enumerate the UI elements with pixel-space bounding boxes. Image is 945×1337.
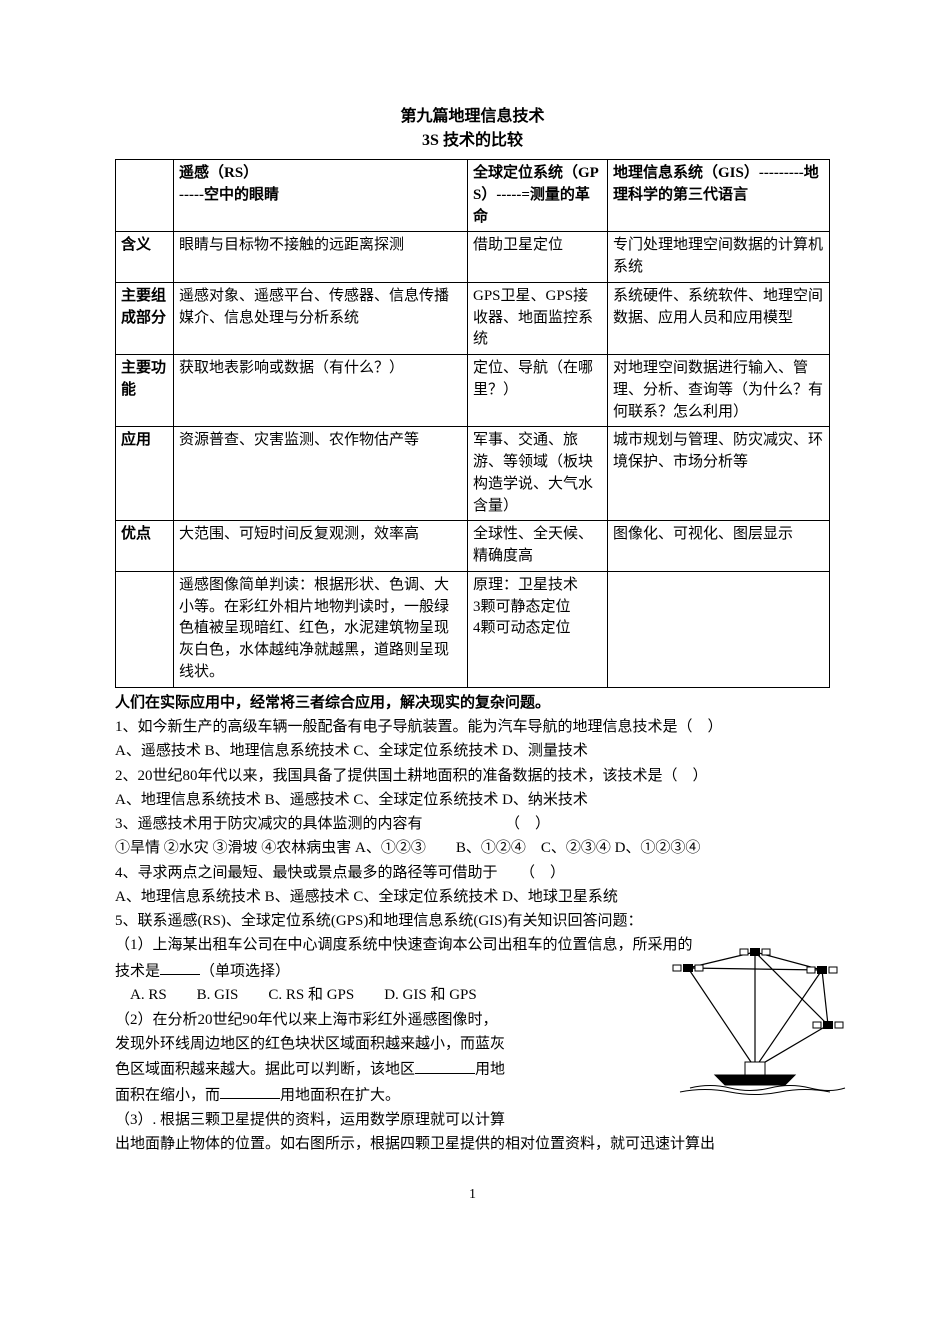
question-5: 5、联系遥感(RS)、全球定位系统(GPS)和地理信息系统(GIS)有关知识回答… bbox=[115, 910, 830, 1156]
cell-gps: 借助卫星定位 bbox=[468, 232, 608, 283]
question-1-options: A、遥感技术 B、地理信息系统技术 C、全球定位系统技术 D、测量技术 bbox=[115, 740, 830, 763]
comparison-table: 遥感（RS）-----空中的眼睛 全球定位系统（GPS）-----=测量的革命 … bbox=[115, 159, 830, 688]
table-header-row: 遥感（RS）-----空中的眼睛 全球定位系统（GPS）-----=测量的革命 … bbox=[116, 160, 830, 232]
question-5-intro: 5、联系遥感(RS)、全球定位系统(GPS)和地理信息系统(GIS)有关知识回答… bbox=[115, 910, 830, 933]
document-title: 第九篇地理信息技术 3S 技术的比较 bbox=[115, 105, 830, 153]
question-5-3a: （3）. 根据三颗卫星提供的资料，运用数学原理就可以计算 bbox=[115, 1109, 830, 1132]
cell-rs: 资源普查、灾害监测、农作物估产等 bbox=[174, 427, 468, 521]
row-label: 主要功能 bbox=[116, 355, 174, 427]
summary-line: 人们在实际应用中，经常将三者综合应用，解决现实的复杂问题。 bbox=[115, 692, 830, 715]
cell-gis: 城市规划与管理、防灾减灾、环境保护、市场分析等 bbox=[608, 427, 830, 521]
title-sub: 3S 技术的比较 bbox=[115, 129, 830, 153]
q5-1b-post: （单项选择） bbox=[200, 963, 290, 979]
cell-rs: 眼睛与目标物不接触的远距离探测 bbox=[174, 232, 468, 283]
table-row: 主要功能 获取地表影响或数据（有什么？） 定位、导航（在哪里？） 对地理空间数据… bbox=[116, 355, 830, 427]
fill-blank[interactable] bbox=[415, 1057, 475, 1074]
fill-blank[interactable] bbox=[160, 959, 200, 976]
cell-gps: 原理：卫星技术3颗可静态定位4颗可动态定位 bbox=[468, 571, 608, 687]
q5-2d-post: 用地面积在扩大。 bbox=[280, 1087, 400, 1103]
table-row: 应用 资源普查、灾害监测、农作物估产等 军事、交通、旅游、等领域（板块构造学说、… bbox=[116, 427, 830, 521]
cell-rs: 遥感对象、遥感平台、传感器、信息传播媒介、信息处理与分析系统 bbox=[174, 282, 468, 354]
q5-2c-pre: 色区域面积越来越大。据此可以判断，该地区 bbox=[115, 1062, 415, 1078]
question-4-options: A、地理信息系统技术 B、遥感技术 C、全球定位系统技术 D、地球卫星系统 bbox=[115, 886, 830, 909]
cell-rs: 遥感图像简单判读：根据形状、色调、大小等。在彩红外相片地物判读时，一般绿色植被呈… bbox=[174, 571, 468, 687]
row-label: 优点 bbox=[116, 521, 174, 572]
question-4-stem: 4、寻求两点之间最短、最快或景点最多的路径等可借助于 （ ） bbox=[115, 862, 830, 885]
question-3-stem: 3、遥感技术用于防灾减灾的具体监测的内容有 （ ） bbox=[115, 813, 830, 836]
question-2-options: A、地理信息系统技术 B、遥感技术 C、全球定位系统技术 D、纳米技术 bbox=[115, 789, 830, 812]
row-label bbox=[116, 571, 174, 687]
cell-gps: 定位、导航（在哪里？） bbox=[468, 355, 608, 427]
cell-rs: 获取地表影响或数据（有什么？） bbox=[174, 355, 468, 427]
header-gps: 全球定位系统（GPS）-----=测量的革命 bbox=[468, 160, 608, 232]
page-number: 1 bbox=[115, 1184, 830, 1205]
header-rs: 遥感（RS）-----空中的眼睛 bbox=[174, 160, 468, 232]
header-empty bbox=[116, 160, 174, 232]
satellite-diagram-icon bbox=[660, 940, 850, 1095]
q5-2c-post: 用地 bbox=[475, 1062, 505, 1078]
cell-gis bbox=[608, 571, 830, 687]
q5-2d-pre: 面积在缩小，而 bbox=[115, 1087, 220, 1103]
cell-rs: 大范围、可短时间反复观测，效率高 bbox=[174, 521, 468, 572]
cell-gis: 图像化、可视化、图层显示 bbox=[608, 521, 830, 572]
cell-gis: 对地理空间数据进行输入、管理、分析、查询等（为什么？有何联系？怎么利用） bbox=[608, 355, 830, 427]
fill-blank[interactable] bbox=[220, 1083, 280, 1100]
question-5-3b: 出地面静止物体的位置。如右图所示，根据四颗卫星提供的相对位置资料，就可迅速计算出 bbox=[115, 1133, 830, 1156]
table-row: 优点 大范围、可短时间反复观测，效率高 全球性、全天候、精确度高 图像化、可视化… bbox=[116, 521, 830, 572]
question-2-stem: 2、20世纪80年代以来，我国具备了提供国土耕地面积的准备数据的技术，该技术是（… bbox=[115, 765, 830, 788]
cell-gis: 系统硬件、系统软件、地理空间数据、应用人员和应用模型 bbox=[608, 282, 830, 354]
q5-1b-pre: 技术是 bbox=[115, 963, 160, 979]
row-label: 主要组成部分 bbox=[116, 282, 174, 354]
cell-gps: GPS卫星、GPS接收器、地面监控系统 bbox=[468, 282, 608, 354]
row-label: 含义 bbox=[116, 232, 174, 283]
question-3-options: ①旱情 ②水灾 ③滑坡 ④农林病虫害 A、①②③ B、①②④ C、②③④ D、①… bbox=[115, 837, 830, 860]
table-row: 遥感图像简单判读：根据形状、色调、大小等。在彩红外相片地物判读时，一般绿色植被呈… bbox=[116, 571, 830, 687]
title-main: 第九篇地理信息技术 bbox=[115, 105, 830, 129]
row-label: 应用 bbox=[116, 427, 174, 521]
cell-gps: 全球性、全天候、精确度高 bbox=[468, 521, 608, 572]
question-1-stem: 1、如今新生产的高级车辆一般配备有电子导航装置。能为汽车导航的地理信息技术是（ … bbox=[115, 716, 830, 739]
header-gis: 地理信息系统（GIS）---------地理科学的第三代语言 bbox=[608, 160, 830, 232]
table-row: 含义 眼睛与目标物不接触的远距离探测 借助卫星定位 专门处理地理空间数据的计算机… bbox=[116, 232, 830, 283]
cell-gis: 专门处理地理空间数据的计算机系统 bbox=[608, 232, 830, 283]
cell-gps: 军事、交通、旅游、等领域（板块构造学说、大气水含量） bbox=[468, 427, 608, 521]
table-row: 主要组成部分 遥感对象、遥感平台、传感器、信息传播媒介、信息处理与分析系统 GP… bbox=[116, 282, 830, 354]
